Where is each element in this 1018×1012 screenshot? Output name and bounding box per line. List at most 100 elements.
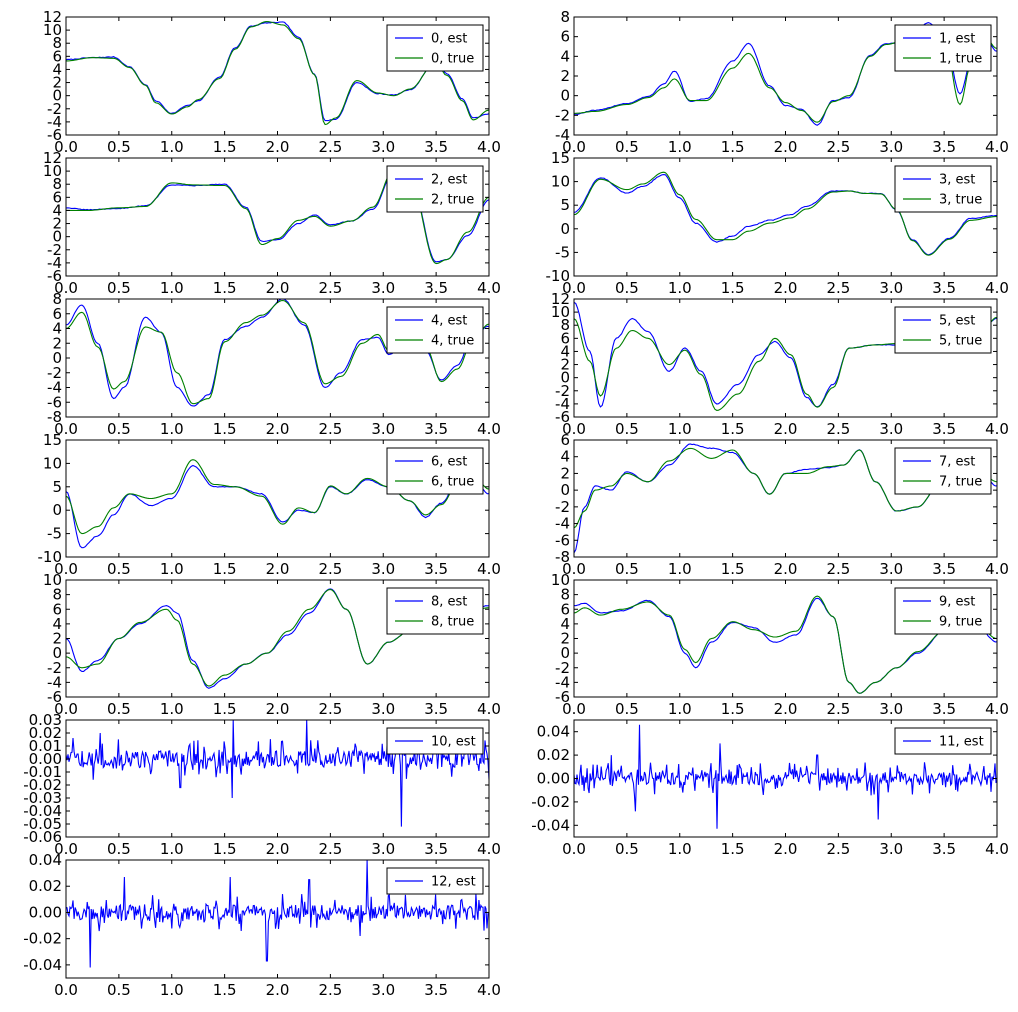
- legend-label: 4, est: [431, 314, 467, 329]
- y-tick-label: -4: [555, 515, 570, 533]
- x-tick-label: 3.0: [371, 420, 395, 438]
- y-tick-label: -10: [38, 548, 63, 566]
- y-tick-label: -2: [555, 498, 570, 516]
- x-tick-label: 1.0: [160, 700, 184, 718]
- x-tick-label: 0.0: [54, 138, 78, 156]
- x-tick-label: 1.0: [668, 700, 692, 718]
- y-tick-label: -6: [47, 393, 62, 411]
- legend-box: [386, 587, 484, 635]
- x-tick-label: 2.0: [266, 700, 290, 718]
- x-tick-label: 3.0: [371, 981, 395, 999]
- subplot-3: 0.0 0.5 1.0 1.5 2.0 2.5 3.0 3.5 4.0 -10 -5 0 5 10 15 3,…: [546, 149, 1009, 297]
- y-tick-label: -6: [47, 126, 62, 144]
- legend-label: 3, est: [939, 173, 975, 188]
- y-tick-label: 5: [52, 478, 62, 496]
- x-tick-label: 1.0: [160, 840, 184, 858]
- y-tick-label: 4: [52, 201, 62, 219]
- x-tick-label: 2.0: [774, 138, 798, 156]
- x-tick-label: 2.5: [826, 420, 850, 438]
- y-tick-label: -6: [47, 688, 62, 706]
- y-tick-label: 8: [52, 586, 62, 604]
- x-tick-label: 1.0: [668, 138, 692, 156]
- legend-label: 6, est: [431, 455, 467, 470]
- legend: 2, est 2, true: [386, 165, 484, 213]
- plot-lines-11: [574, 724, 997, 829]
- x-tick-label: 3.0: [371, 840, 395, 858]
- y-tick-label: 5: [560, 196, 570, 214]
- legend-label: 11, est: [939, 735, 984, 750]
- y-tick-label: 10: [43, 454, 62, 472]
- x-tick-label: 1.0: [160, 138, 184, 156]
- legend-label: 8, true: [431, 615, 474, 630]
- y-tick-label: -0.02: [23, 776, 62, 794]
- x-tick-label: 0.5: [615, 560, 639, 578]
- legend-box: [894, 306, 992, 354]
- legend-label: 0, true: [431, 52, 474, 67]
- x-tick-label: 4.0: [985, 420, 1009, 438]
- x-tick-label: 4.0: [477, 700, 501, 718]
- x-tick-label: 3.5: [424, 560, 448, 578]
- x-tick-label: 2.0: [774, 560, 798, 578]
- x-tick-label: 3.0: [879, 279, 903, 297]
- y-tick-label: -2: [555, 659, 570, 677]
- x-tick-label: 1.0: [668, 279, 692, 297]
- y-tick-label: 6: [560, 28, 570, 46]
- y-tick-label: 15: [43, 431, 62, 449]
- y-tick-label: -6: [47, 267, 62, 285]
- x-tick-label: 3.0: [879, 700, 903, 718]
- legend: 6, est 6, true: [386, 447, 484, 495]
- x-tick-label: 2.0: [266, 279, 290, 297]
- x-tick-label: 0.0: [562, 420, 586, 438]
- x-tick-label: 3.5: [424, 279, 448, 297]
- x-tick-label: 0.5: [107, 560, 131, 578]
- x-tick-label: 3.5: [932, 840, 956, 858]
- y-tick-label: 4: [560, 342, 570, 360]
- legend-box: [386, 447, 484, 495]
- x-tick-label: 3.0: [371, 700, 395, 718]
- series-line-7-true: [574, 447, 997, 529]
- x-tick-label: 1.5: [721, 560, 745, 578]
- x-tick-label: 3.0: [879, 560, 903, 578]
- y-tick-label: 0: [560, 87, 570, 105]
- y-tick-label: 8: [560, 586, 570, 604]
- y-tick-label: -0.05: [23, 815, 62, 833]
- y-tick-label: 0.02: [29, 724, 62, 742]
- y-tick-label: 0.01: [29, 737, 62, 755]
- y-tick-label: -0.06: [23, 828, 62, 846]
- y-tick-label: 0.00: [29, 903, 62, 921]
- x-tick-label: 2.5: [318, 981, 342, 999]
- y-tick-label: 0: [560, 220, 570, 238]
- legend-label: 1, true: [939, 52, 982, 67]
- y-tick-label: -8: [47, 408, 62, 426]
- x-tick-label: 3.5: [424, 420, 448, 438]
- y-tick-label: 4: [560, 615, 570, 633]
- x-tick-label: 3.0: [879, 420, 903, 438]
- subplot-4: 0.0 0.5 1.0 1.5 2.0 2.5 3.0 3.5 4.0 -8-6-4-202468…: [47, 290, 501, 438]
- y-tick-label: 6: [560, 329, 570, 347]
- plot-lines-7: [574, 443, 997, 554]
- y-tick-label: -4: [47, 379, 62, 397]
- y-tick-label: -2: [47, 100, 62, 118]
- y-tick-label: -4: [555, 673, 570, 691]
- x-tick-label: 4.0: [477, 279, 501, 297]
- x-tick-label: 1.0: [668, 420, 692, 438]
- subplot-1: 0.0 0.5 1.0 1.5 2.0 2.5 3.0 3.5 4.0 -4 -20 2 46 8 1, e…: [555, 8, 1009, 156]
- legend-box: [386, 165, 484, 213]
- legend-box: [894, 447, 992, 495]
- x-tick-label: 0.5: [107, 279, 131, 297]
- x-tick-label: 2.0: [774, 840, 798, 858]
- y-tick-label: -4: [47, 254, 62, 272]
- y-tick-label: 12: [551, 290, 570, 308]
- x-tick-label: 2.5: [826, 279, 850, 297]
- y-tick-label: -2: [555, 382, 570, 400]
- legend-box: [386, 306, 484, 354]
- y-tick-label: 12: [43, 149, 62, 167]
- x-tick-label: 4.0: [477, 840, 501, 858]
- y-tick-label: 6: [52, 47, 62, 65]
- subplot-11: 0.0 0.5 1.0 1.5 2.0 2.5 3.0 3.5 4.0 -0.04 -0.02 0.0…: [531, 719, 1009, 858]
- legend-label: 6, true: [431, 475, 474, 490]
- y-tick-label: 2: [52, 334, 62, 352]
- legend: 8, est 8, true: [386, 587, 484, 635]
- subplot-0: 0.0 0.5 1.0 1.5 2.0 2.5 3.0 3.5 4.0 -6-4-20246810…: [43, 8, 501, 156]
- y-tick-label: 10: [551, 173, 570, 191]
